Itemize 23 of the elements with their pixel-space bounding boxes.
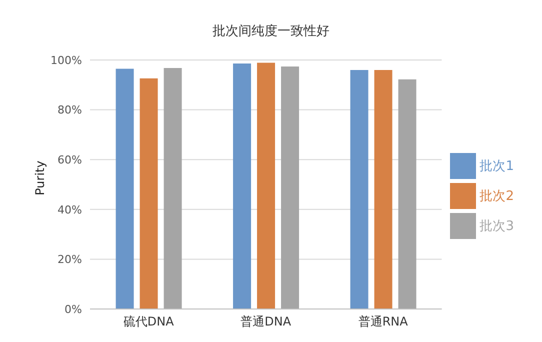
bar [140, 78, 158, 309]
bar [164, 68, 182, 309]
x-tick-label: 普通RNA [358, 314, 409, 329]
x-tick-label: 普通DNA [240, 314, 292, 329]
y-tick-label: 40% [58, 203, 82, 216]
y-axis-title: Purity [33, 160, 47, 196]
bar [281, 66, 300, 309]
legend-label: 批次1 [480, 159, 514, 174]
x-tick-label: 硫代DNA [123, 314, 175, 329]
y-tick-label: 100% [50, 54, 82, 67]
bar [257, 62, 276, 309]
chart-title: 批次间纯度一致性好 [212, 23, 330, 41]
legend-label: 批次2 [480, 189, 514, 204]
bar [374, 70, 392, 309]
y-tick-label: 0% [64, 302, 82, 316]
y-tick-label: 20% [58, 253, 82, 266]
bar [233, 63, 252, 309]
bar [116, 68, 134, 309]
y-tick-label: 60% [58, 154, 82, 167]
y-tick-label: 80% [58, 104, 82, 117]
bar [398, 79, 416, 309]
bar [350, 70, 368, 309]
legend-label: 批次3 [480, 219, 514, 234]
